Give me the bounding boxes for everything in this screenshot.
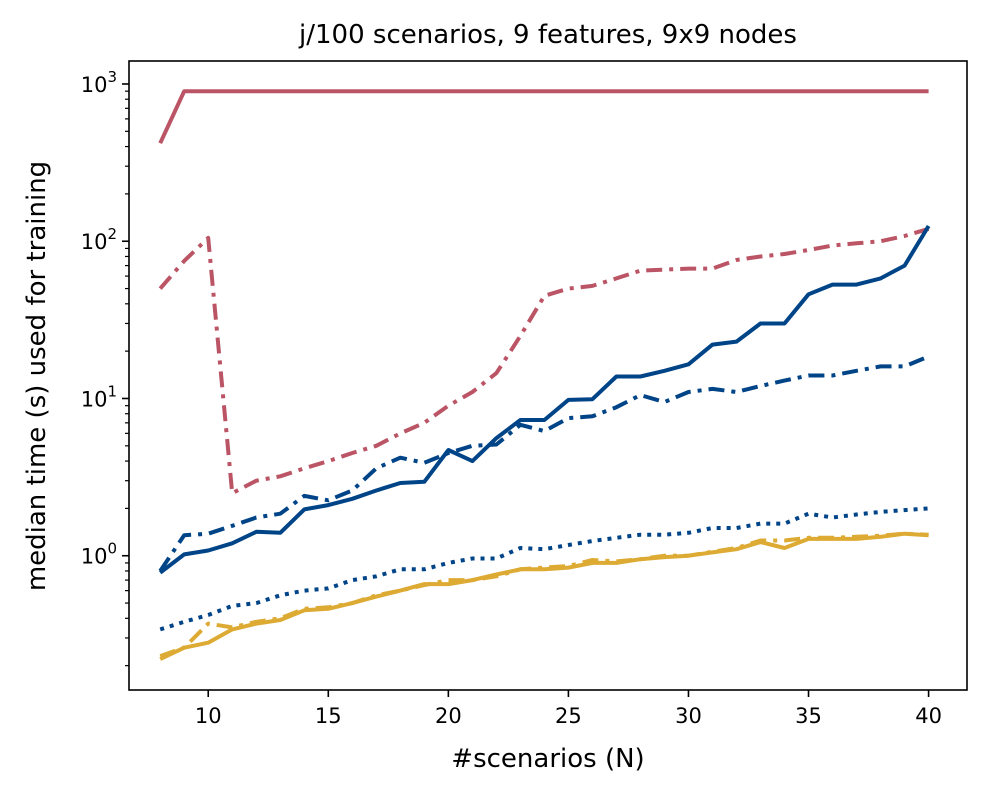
x-tick-label: 40	[915, 704, 942, 728]
x-tick-label: 15	[315, 704, 342, 728]
series-line-yellow-dashdot	[159, 531, 929, 658]
x-tick-label: 25	[555, 704, 582, 728]
y-axis: 100 101 102 103	[81, 68, 129, 667]
x-tick-label: 10	[195, 704, 222, 728]
y-axis-label: median time (s) used for training	[22, 161, 52, 591]
series-line-red-dashdot	[158, 226, 930, 496]
y-tick-label: 103	[81, 68, 117, 97]
y-tick-label: 102	[81, 225, 117, 254]
x-tick-label: 35	[795, 704, 822, 728]
series-layer	[158, 89, 931, 661]
series-line-blue-solid	[158, 224, 931, 575]
chart-title: j/100 scenarios, 9 features, 9x9 nodes	[298, 20, 797, 50]
series-line-blue-dashdot	[158, 354, 930, 573]
series-line-red-solid	[158, 89, 929, 145]
x-tick-label: 20	[435, 704, 462, 728]
y-tick-label: 101	[81, 382, 117, 411]
plot-frame	[128, 60, 968, 691]
series-line-blue-dotted	[159, 506, 929, 632]
plot-area	[128, 60, 968, 691]
x-tick-label: 30	[675, 704, 702, 728]
y-tick-label: 100	[81, 540, 117, 569]
x-axis-label: #scenarios (N)	[451, 744, 644, 774]
x-axis: 10 15 20 25 30 35 40	[195, 690, 942, 728]
